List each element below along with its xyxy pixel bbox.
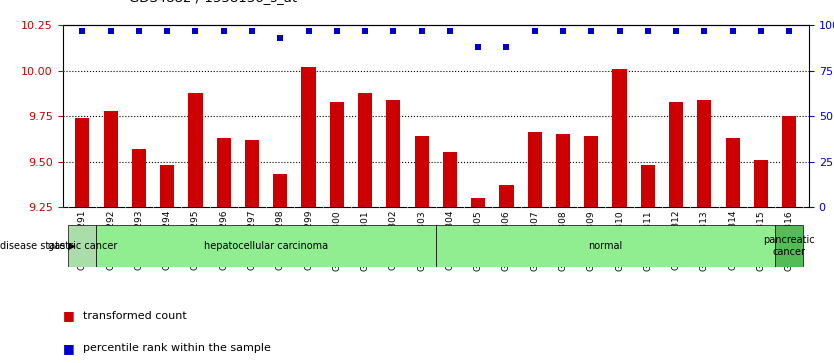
Text: pancreatic
cancer: pancreatic cancer bbox=[763, 235, 815, 257]
Text: GSM1200296: GSM1200296 bbox=[219, 210, 229, 270]
FancyBboxPatch shape bbox=[435, 225, 775, 267]
Bar bbox=[358, 93, 372, 207]
Text: GDS4882 / 1558136_s_at: GDS4882 / 1558136_s_at bbox=[129, 0, 298, 4]
Bar bbox=[528, 132, 542, 207]
Bar bbox=[471, 198, 485, 207]
Point bbox=[726, 28, 739, 34]
Text: disease state ▶: disease state ▶ bbox=[0, 241, 76, 251]
Point bbox=[585, 28, 598, 34]
Text: GSM1200295: GSM1200295 bbox=[191, 210, 200, 270]
Point bbox=[76, 28, 89, 34]
Bar bbox=[217, 138, 231, 207]
Text: GSM1200306: GSM1200306 bbox=[502, 210, 511, 270]
Point bbox=[528, 28, 541, 34]
Point bbox=[359, 28, 372, 34]
Point bbox=[387, 28, 400, 34]
Text: GSM1200313: GSM1200313 bbox=[700, 210, 709, 270]
FancyBboxPatch shape bbox=[775, 225, 803, 267]
Bar bbox=[556, 134, 570, 207]
Bar bbox=[132, 149, 146, 207]
Text: GSM1200308: GSM1200308 bbox=[559, 210, 567, 270]
Point bbox=[330, 28, 344, 34]
Bar bbox=[612, 69, 626, 207]
Text: GSM1200305: GSM1200305 bbox=[474, 210, 483, 270]
Text: hepatocellular carcinoma: hepatocellular carcinoma bbox=[204, 241, 329, 251]
Text: GSM1200294: GSM1200294 bbox=[163, 210, 172, 270]
Text: GSM1200291: GSM1200291 bbox=[78, 210, 87, 270]
Text: percentile rank within the sample: percentile rank within the sample bbox=[83, 343, 271, 354]
Text: GSM1200292: GSM1200292 bbox=[106, 210, 115, 270]
Bar bbox=[584, 136, 598, 207]
Point bbox=[754, 28, 767, 34]
Point bbox=[160, 28, 173, 34]
Text: GSM1200307: GSM1200307 bbox=[530, 210, 540, 270]
Point bbox=[471, 44, 485, 50]
Bar bbox=[160, 165, 174, 207]
Text: normal: normal bbox=[588, 241, 622, 251]
Bar bbox=[329, 102, 344, 207]
Text: GSM1200314: GSM1200314 bbox=[728, 210, 737, 270]
Text: ■: ■ bbox=[63, 309, 74, 322]
Point bbox=[556, 28, 570, 34]
Bar bbox=[726, 138, 740, 207]
Bar bbox=[103, 111, 118, 207]
Bar bbox=[188, 93, 203, 207]
Bar bbox=[641, 165, 655, 207]
Point bbox=[415, 28, 429, 34]
Text: GSM1200301: GSM1200301 bbox=[360, 210, 369, 270]
Point bbox=[443, 28, 456, 34]
Bar bbox=[754, 160, 768, 207]
Point bbox=[500, 44, 513, 50]
Text: GSM1200297: GSM1200297 bbox=[248, 210, 257, 270]
Text: GSM1200300: GSM1200300 bbox=[332, 210, 341, 270]
Point bbox=[613, 28, 626, 34]
Text: ■: ■ bbox=[63, 342, 74, 355]
Text: GSM1200302: GSM1200302 bbox=[389, 210, 398, 270]
Text: GSM1200298: GSM1200298 bbox=[276, 210, 284, 270]
Bar bbox=[75, 118, 89, 207]
Bar bbox=[669, 102, 683, 207]
Text: GSM1200303: GSM1200303 bbox=[417, 210, 426, 270]
Bar bbox=[414, 136, 429, 207]
Point bbox=[302, 28, 315, 34]
Point bbox=[274, 35, 287, 41]
Point bbox=[641, 28, 655, 34]
Bar bbox=[386, 100, 400, 207]
Bar bbox=[301, 67, 315, 207]
Bar bbox=[782, 116, 796, 207]
Text: GSM1200310: GSM1200310 bbox=[615, 210, 624, 270]
Point bbox=[104, 28, 118, 34]
Bar bbox=[245, 140, 259, 207]
Text: transformed count: transformed count bbox=[83, 311, 187, 321]
Text: GSM1200316: GSM1200316 bbox=[785, 210, 794, 270]
Point bbox=[133, 28, 146, 34]
Point bbox=[188, 28, 202, 34]
Bar bbox=[500, 185, 514, 207]
Point bbox=[698, 28, 711, 34]
Text: GSM1200311: GSM1200311 bbox=[643, 210, 652, 270]
Text: GSM1200315: GSM1200315 bbox=[756, 210, 766, 270]
Text: GSM1200299: GSM1200299 bbox=[304, 210, 313, 270]
FancyBboxPatch shape bbox=[97, 225, 435, 267]
Point bbox=[245, 28, 259, 34]
Text: GSM1200304: GSM1200304 bbox=[445, 210, 455, 270]
FancyBboxPatch shape bbox=[68, 225, 97, 267]
Bar bbox=[443, 152, 457, 207]
Point bbox=[217, 28, 230, 34]
Bar bbox=[697, 100, 711, 207]
Text: GSM1200312: GSM1200312 bbox=[671, 210, 681, 270]
Bar bbox=[274, 174, 288, 207]
Text: GSM1200293: GSM1200293 bbox=[134, 210, 143, 270]
Text: gastric cancer: gastric cancer bbox=[48, 241, 117, 251]
Point bbox=[782, 28, 796, 34]
Text: GSM1200309: GSM1200309 bbox=[587, 210, 595, 270]
Point bbox=[670, 28, 683, 34]
